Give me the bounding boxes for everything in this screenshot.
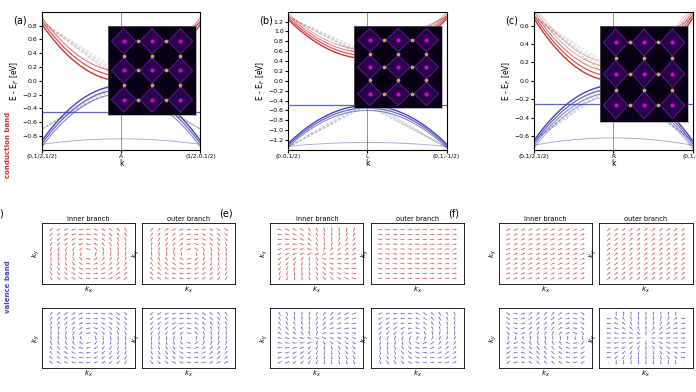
Y-axis label: $k_y$: $k_y$: [359, 249, 371, 258]
X-axis label: k: k: [611, 159, 615, 168]
Text: (d): (d): [0, 208, 4, 218]
Y-axis label: $k_y$: $k_y$: [131, 249, 142, 258]
Title: inner branch: inner branch: [67, 216, 110, 222]
Title: outer branch: outer branch: [624, 216, 667, 222]
X-axis label: $k_x$: $k_x$: [184, 368, 193, 379]
X-axis label: $k_x$: $k_x$: [184, 285, 193, 295]
Y-axis label: $k_y$: $k_y$: [588, 249, 599, 258]
Y-axis label: $k_y$: $k_y$: [131, 334, 142, 343]
Text: (a): (a): [13, 16, 27, 26]
Y-axis label: $k_y$: $k_y$: [588, 334, 599, 343]
X-axis label: k: k: [119, 159, 123, 168]
X-axis label: $k_x$: $k_x$: [642, 368, 651, 379]
Y-axis label: E - E$_F$ [eV]: E - E$_F$ [eV]: [255, 61, 267, 101]
Title: inner branch: inner branch: [296, 216, 338, 222]
Y-axis label: $k_y$: $k_y$: [259, 249, 270, 258]
Text: (b): (b): [259, 16, 273, 26]
Y-axis label: $k_y$: $k_y$: [359, 334, 371, 343]
Y-axis label: E - E$_F$ [eV]: E - E$_F$ [eV]: [500, 61, 513, 101]
Y-axis label: $k_y$: $k_y$: [259, 334, 270, 343]
X-axis label: $k_x$: $k_x$: [541, 285, 550, 295]
X-axis label: $k_x$: $k_x$: [642, 285, 651, 295]
Y-axis label: $k_y$: $k_y$: [487, 334, 499, 343]
Text: (c): (c): [505, 16, 519, 26]
Y-axis label: $k_y$: $k_y$: [487, 249, 499, 258]
X-axis label: $k_x$: $k_x$: [413, 285, 422, 295]
Title: outer branch: outer branch: [167, 216, 210, 222]
X-axis label: $k_x$: $k_x$: [84, 285, 93, 295]
Text: conduction band: conduction band: [6, 112, 11, 178]
X-axis label: $k_x$: $k_x$: [413, 368, 422, 379]
X-axis label: $k_x$: $k_x$: [541, 368, 550, 379]
Title: outer branch: outer branch: [396, 216, 439, 222]
X-axis label: $k_x$: $k_x$: [84, 368, 93, 379]
X-axis label: $k_x$: $k_x$: [313, 368, 322, 379]
Y-axis label: $k_y$: $k_y$: [30, 334, 42, 343]
X-axis label: $k_x$: $k_x$: [313, 285, 322, 295]
Text: valence band: valence band: [6, 260, 11, 312]
Y-axis label: E - E$_F$ [eV]: E - E$_F$ [eV]: [8, 61, 21, 101]
Title: inner branch: inner branch: [524, 216, 567, 222]
Text: (f): (f): [448, 208, 459, 218]
X-axis label: k: k: [365, 159, 370, 168]
Text: (e): (e): [219, 208, 232, 218]
Y-axis label: $k_y$: $k_y$: [30, 249, 42, 258]
